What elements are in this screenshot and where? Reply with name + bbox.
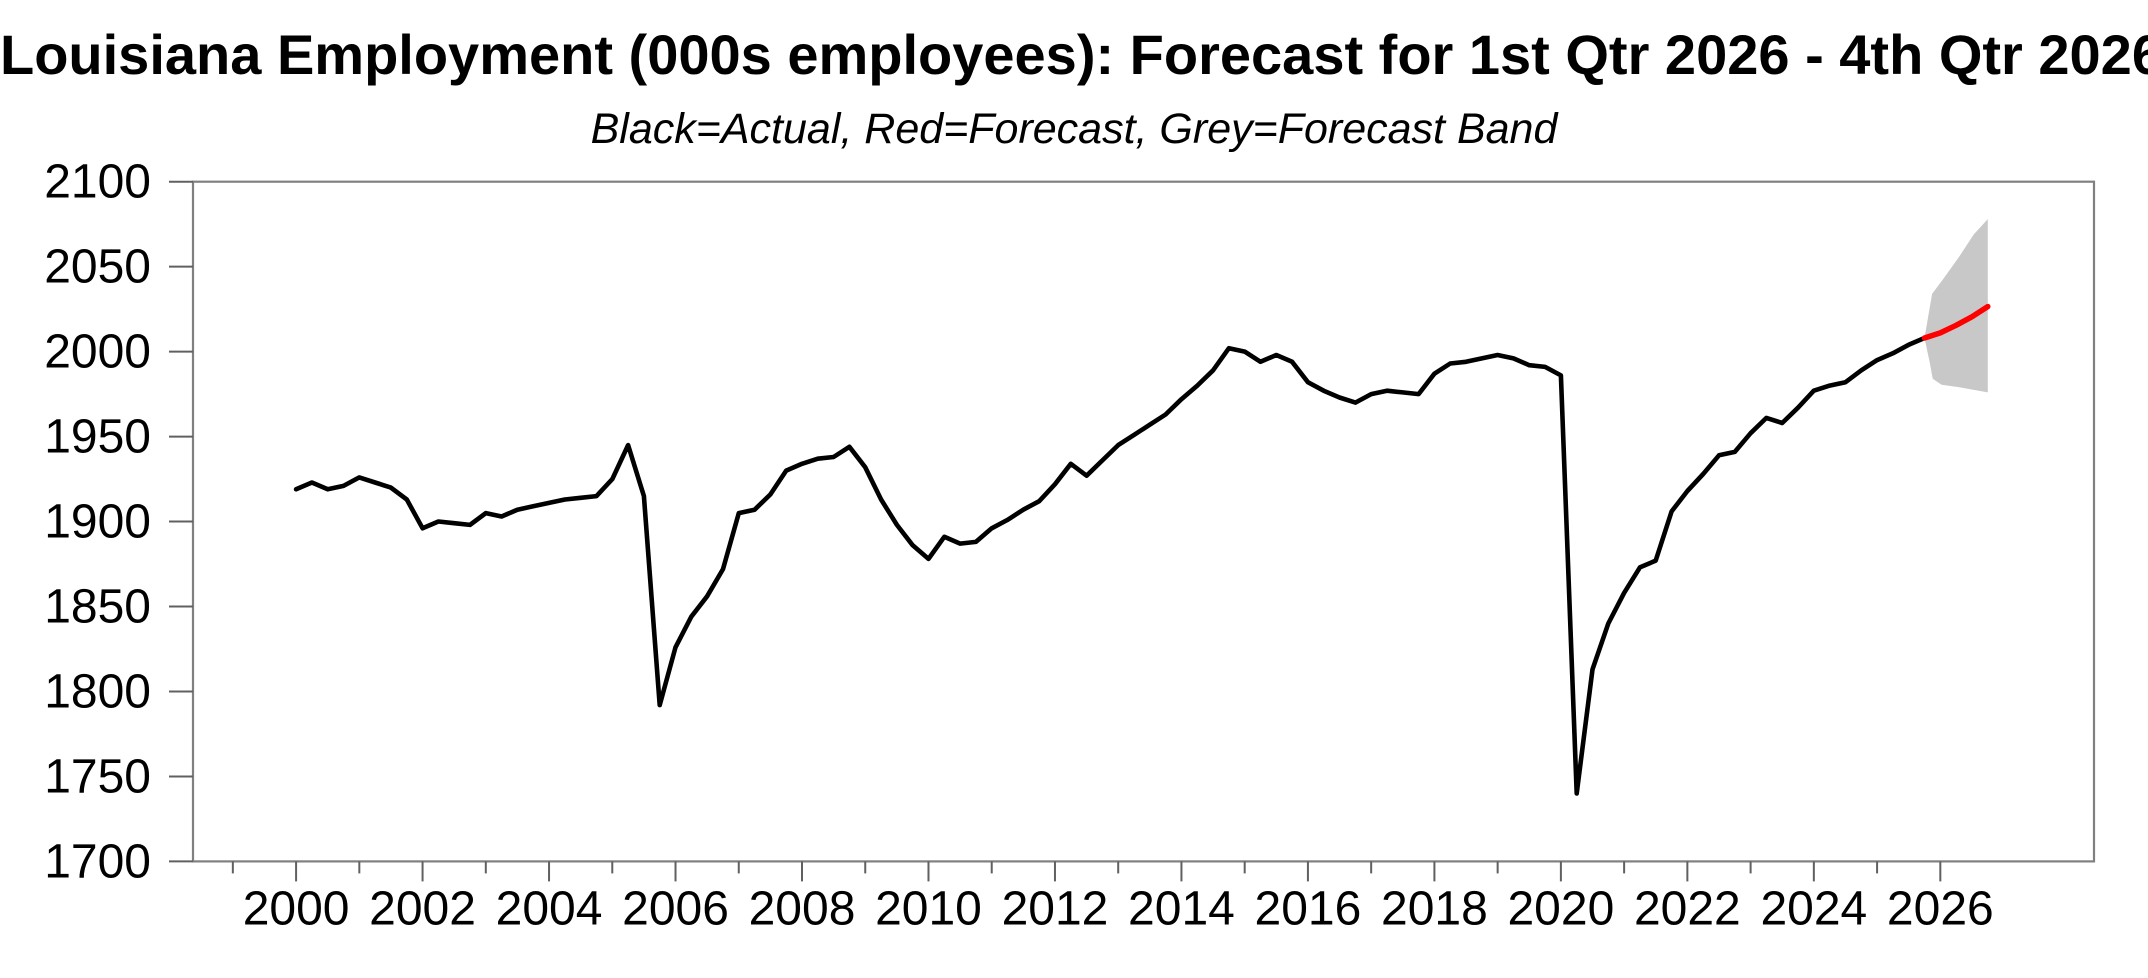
actual-line	[293, 335, 1927, 796]
y-tick-label: 1700	[44, 835, 151, 888]
y-tick-label: 1850	[44, 581, 151, 634]
y-tick-label: 1950	[44, 411, 151, 464]
x-tick-label: 2024	[1760, 882, 1867, 935]
y-tick-label: 1750	[44, 750, 151, 803]
chart-title: Louisiana Employment (000s employees): F…	[0, 23, 2148, 86]
x-tick-label: 2016	[1255, 882, 1362, 935]
y-tick-label: 2100	[44, 156, 151, 209]
x-tick-label: 2000	[243, 882, 350, 935]
x-tick-label: 2020	[1507, 882, 1614, 935]
x-tick-label: 2012	[1002, 882, 1109, 935]
x-tick-label: 2026	[1887, 882, 1994, 935]
x-tick-label: 2004	[496, 882, 603, 935]
y-tick-label: 2000	[44, 326, 151, 379]
forecast-line	[1921, 303, 1991, 341]
x-tick-label: 2008	[749, 882, 856, 935]
x-tick-label: 2022	[1634, 882, 1741, 935]
x-tick-label: 2014	[1128, 882, 1235, 935]
y-tick-label: 1800	[44, 665, 151, 718]
forecast-band	[1924, 219, 1988, 393]
x-tick-label: 2002	[369, 882, 476, 935]
x-tick-label: 2010	[875, 882, 982, 935]
x-tick-label: 2006	[622, 882, 729, 935]
chart-subtitle: Black=Actual, Red=Forecast, Grey=Forecas…	[590, 105, 1558, 153]
y-tick-label: 1900	[44, 496, 151, 549]
x-tick-label: 2018	[1381, 882, 1488, 935]
y-tick-label: 2050	[44, 241, 151, 294]
